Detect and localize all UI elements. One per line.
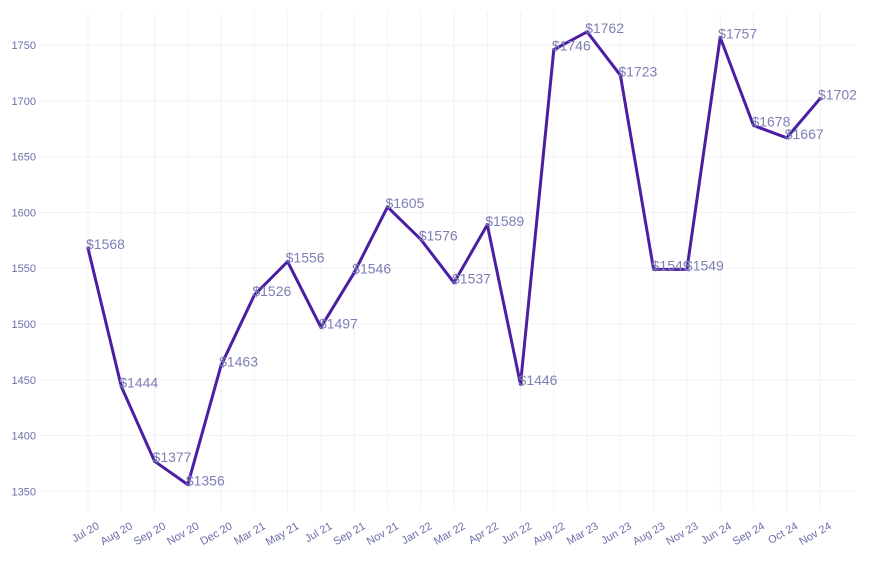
x-tick-label: Nov 21 [365,520,401,548]
data-label: $1549 [685,257,724,273]
data-point [585,30,589,34]
x-tick-label: Mar 22 [432,520,468,548]
x-tick-label: Aug 20 [99,520,135,548]
y-tick-label: 1700 [12,96,36,108]
y-tick-label: 1400 [12,431,36,443]
data-point [519,382,523,386]
data-label: $1526 [252,283,291,299]
x-tick-label: Jul 20 [70,520,101,545]
data-label: $1568 [86,236,125,252]
x-tick-label: Oct 24 [766,520,800,547]
data-point [153,459,157,463]
x-tick-label: Aug 23 [631,520,667,548]
x-tick-label: Sep 24 [731,520,767,548]
x-tick-label: May 21 [264,520,301,548]
data-point [485,223,489,227]
data-point [286,260,290,264]
data-point [352,271,356,275]
x-tick-label: Jun 22 [499,520,534,547]
x-tick-label: Nov 24 [797,520,833,548]
data-point [751,124,755,128]
data-point [685,267,689,271]
data-label: $1576 [419,227,458,243]
data-point [785,136,789,140]
data-label: $1762 [585,20,624,36]
x-tick-label: Jan 22 [400,520,435,547]
data-point [618,73,622,77]
data-label: $1667 [785,126,824,142]
data-label: $1549 [652,257,691,273]
x-tick-label: Nov 20 [165,520,201,548]
data-label: $1746 [552,38,591,54]
data-label: $1757 [718,25,757,41]
data-labels: $1568 $1444 $1377 $1356 $1463 $1526 $1556 $1497… [86,20,857,489]
data-label: $1546 [352,261,391,277]
data-label: $1463 [219,353,258,369]
data-point [119,384,123,388]
y-tick-label: 1350 [12,486,36,498]
data-label: $1497 [319,315,358,331]
data-label: $1702 [818,87,857,103]
data-point [385,205,389,209]
y-tick-label: 1450 [12,375,36,387]
data-point [452,281,456,285]
x-tick-label: Jun 24 [699,520,734,547]
y-tick-label: 1550 [12,263,36,275]
data-label: $1356 [186,473,225,489]
data-point [552,48,556,52]
data-point [86,246,90,250]
x-tick-label: Sep 20 [132,520,168,548]
series-layer [86,30,822,487]
y-tick-label: 1500 [12,319,36,331]
data-point [186,483,190,487]
data-point [718,35,722,39]
x-tick-label: Dec 20 [198,520,234,548]
y-tick-label: 1750 [12,40,36,52]
data-point [219,363,223,367]
data-label: $1446 [519,372,558,388]
y-tick-label: 1650 [12,152,36,164]
x-tick-label: Nov 23 [664,520,700,548]
x-tick-label: Sep 21 [331,520,367,548]
x-tick-label: Aug 22 [531,520,567,548]
data-label: $1556 [286,250,325,266]
data-label: $1377 [153,449,192,465]
data-label: $1444 [119,374,158,390]
data-label: $1537 [452,271,491,287]
x-tick-label: Apr 22 [467,520,501,547]
data-label: $1723 [618,63,657,79]
data-point [319,325,323,329]
y-tick-label: 1600 [12,207,36,219]
data-point [419,237,423,241]
grid-lines [40,12,855,510]
data-label: $1605 [385,195,424,211]
x-tick-label: Mar 23 [565,520,601,548]
x-tick-label: Mar 21 [232,520,268,548]
data-label: $1589 [485,213,524,229]
x-tick-label: Jun 23 [599,520,634,547]
data-point [652,267,656,271]
data-label: $1678 [751,114,790,130]
data-point [818,97,822,101]
y-axis: 1350 1400 1450 1500 1550 1600 1650 1700 1750 [12,40,36,498]
data-point [252,293,256,297]
x-tick-label: Jul 21 [303,520,334,545]
